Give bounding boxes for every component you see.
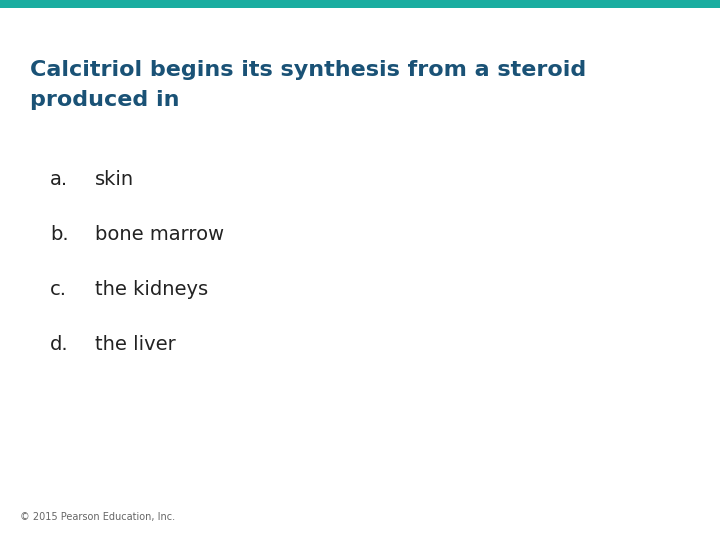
Text: the kidneys: the kidneys xyxy=(95,280,208,299)
Text: produced in: produced in xyxy=(30,90,179,110)
Text: b.: b. xyxy=(50,225,68,244)
Text: d.: d. xyxy=(50,335,68,354)
Text: skin: skin xyxy=(95,170,134,189)
Text: © 2015 Pearson Education, Inc.: © 2015 Pearson Education, Inc. xyxy=(20,512,175,522)
Text: c.: c. xyxy=(50,280,67,299)
Text: Calcitriol begins its synthesis from a steroid: Calcitriol begins its synthesis from a s… xyxy=(30,60,586,80)
Text: the liver: the liver xyxy=(95,335,176,354)
Bar xyxy=(0,0,720,8)
Text: bone marrow: bone marrow xyxy=(95,225,224,244)
Text: a.: a. xyxy=(50,170,68,189)
